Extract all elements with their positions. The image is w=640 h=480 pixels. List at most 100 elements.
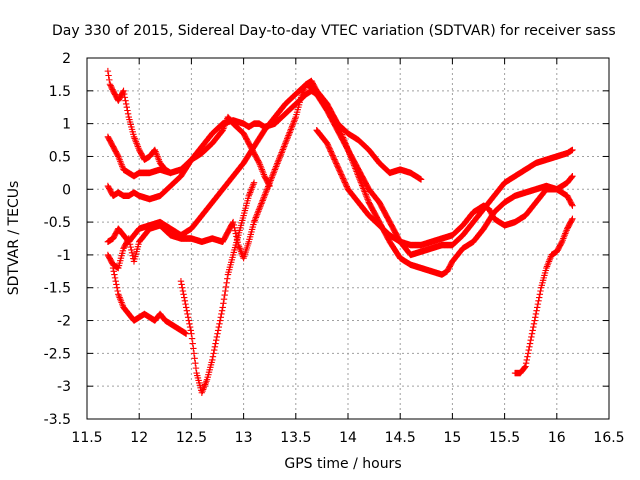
data-point <box>114 287 121 295</box>
y-tick-label: 1 <box>62 117 71 133</box>
data-point <box>325 142 332 150</box>
data-point <box>209 353 217 360</box>
data-point <box>344 146 352 154</box>
data-point <box>214 330 221 337</box>
data-point <box>354 169 361 177</box>
data-point <box>348 155 355 163</box>
data-point <box>358 182 366 189</box>
data-point <box>339 132 346 140</box>
data-point <box>192 364 200 372</box>
data-point <box>360 186 368 194</box>
x-tick-label: 13.5 <box>280 430 311 446</box>
data-point <box>333 161 341 169</box>
data-point <box>335 123 342 130</box>
data-point <box>212 340 219 347</box>
data-point <box>334 120 341 127</box>
data-point <box>125 235 132 242</box>
data-point <box>341 138 349 146</box>
data-point <box>188 335 196 342</box>
data-point <box>276 154 284 161</box>
data-point <box>338 129 345 137</box>
data-point <box>252 214 260 221</box>
data-point <box>338 171 345 178</box>
y-tick-label: -1 <box>57 248 71 264</box>
series-track-5 <box>104 77 576 278</box>
data-point <box>341 177 348 185</box>
data-point <box>256 203 264 210</box>
data-point <box>261 191 269 198</box>
data-point <box>326 145 333 152</box>
x-tick-label: 11.5 <box>71 430 102 446</box>
data-point <box>183 307 191 314</box>
data-point <box>535 294 543 301</box>
data-point <box>264 184 271 192</box>
x-tick-label: 12 <box>130 430 148 446</box>
data-point <box>534 304 541 311</box>
data-point <box>530 320 538 328</box>
data-point <box>265 181 272 189</box>
data-point <box>216 317 224 324</box>
data-point <box>338 131 346 138</box>
data-point <box>356 176 363 183</box>
data-point <box>532 314 539 321</box>
data-point <box>291 115 299 122</box>
data-point <box>336 167 343 174</box>
data-point <box>284 135 291 142</box>
data-point <box>330 153 337 161</box>
data-point <box>285 130 293 138</box>
data-point <box>257 201 264 209</box>
data-point <box>338 172 346 179</box>
x-tick-label: 13 <box>235 430 253 446</box>
grid <box>87 58 609 419</box>
series-track-9 <box>511 215 576 377</box>
data-point <box>231 224 238 232</box>
data-point <box>523 356 530 364</box>
data-point <box>216 320 223 328</box>
data-point <box>358 180 365 188</box>
data-point <box>341 179 349 186</box>
data-point <box>128 246 135 254</box>
data-point <box>349 159 357 166</box>
y-tick-label: 0 <box>62 182 71 198</box>
data-point <box>364 196 371 203</box>
data-point <box>330 154 338 162</box>
data-point <box>188 330 195 337</box>
data-point <box>121 94 129 101</box>
data-point <box>220 300 227 307</box>
data-point <box>339 173 346 181</box>
data-point <box>113 281 120 288</box>
data-point <box>184 314 192 321</box>
data-point <box>336 126 344 134</box>
data-point <box>290 120 297 127</box>
data-point <box>355 172 362 180</box>
data-point <box>291 116 298 124</box>
x-tick-label: 15.5 <box>489 430 520 446</box>
data-point <box>114 152 121 159</box>
x-tick-labels: 11.5 12 12.5 13 13.5 14 14.5 15 15.5 16 16.5 <box>71 430 624 446</box>
data-point <box>524 350 532 357</box>
x-tick-label: 16.5 <box>593 430 624 446</box>
data-point <box>230 221 238 229</box>
data-point <box>280 144 287 152</box>
data-point <box>120 90 128 98</box>
data-point <box>209 356 216 364</box>
data-point <box>253 211 261 218</box>
data-point <box>287 126 295 133</box>
data-point <box>271 166 279 173</box>
data-point <box>266 180 273 187</box>
data-point <box>537 287 544 295</box>
y-tick-label: -3.5 <box>44 412 71 428</box>
y-tick-label: -2.5 <box>44 346 71 362</box>
data-point <box>112 277 119 285</box>
data-point <box>342 180 349 188</box>
data-point <box>363 193 370 200</box>
data-point <box>181 294 188 301</box>
series-track-8 <box>313 127 576 249</box>
data-point <box>105 72 112 79</box>
data-point <box>120 87 127 95</box>
data-point <box>352 165 359 172</box>
data-point <box>215 323 223 331</box>
data-point <box>528 330 536 337</box>
data-point <box>347 152 354 160</box>
data-point <box>179 287 187 295</box>
